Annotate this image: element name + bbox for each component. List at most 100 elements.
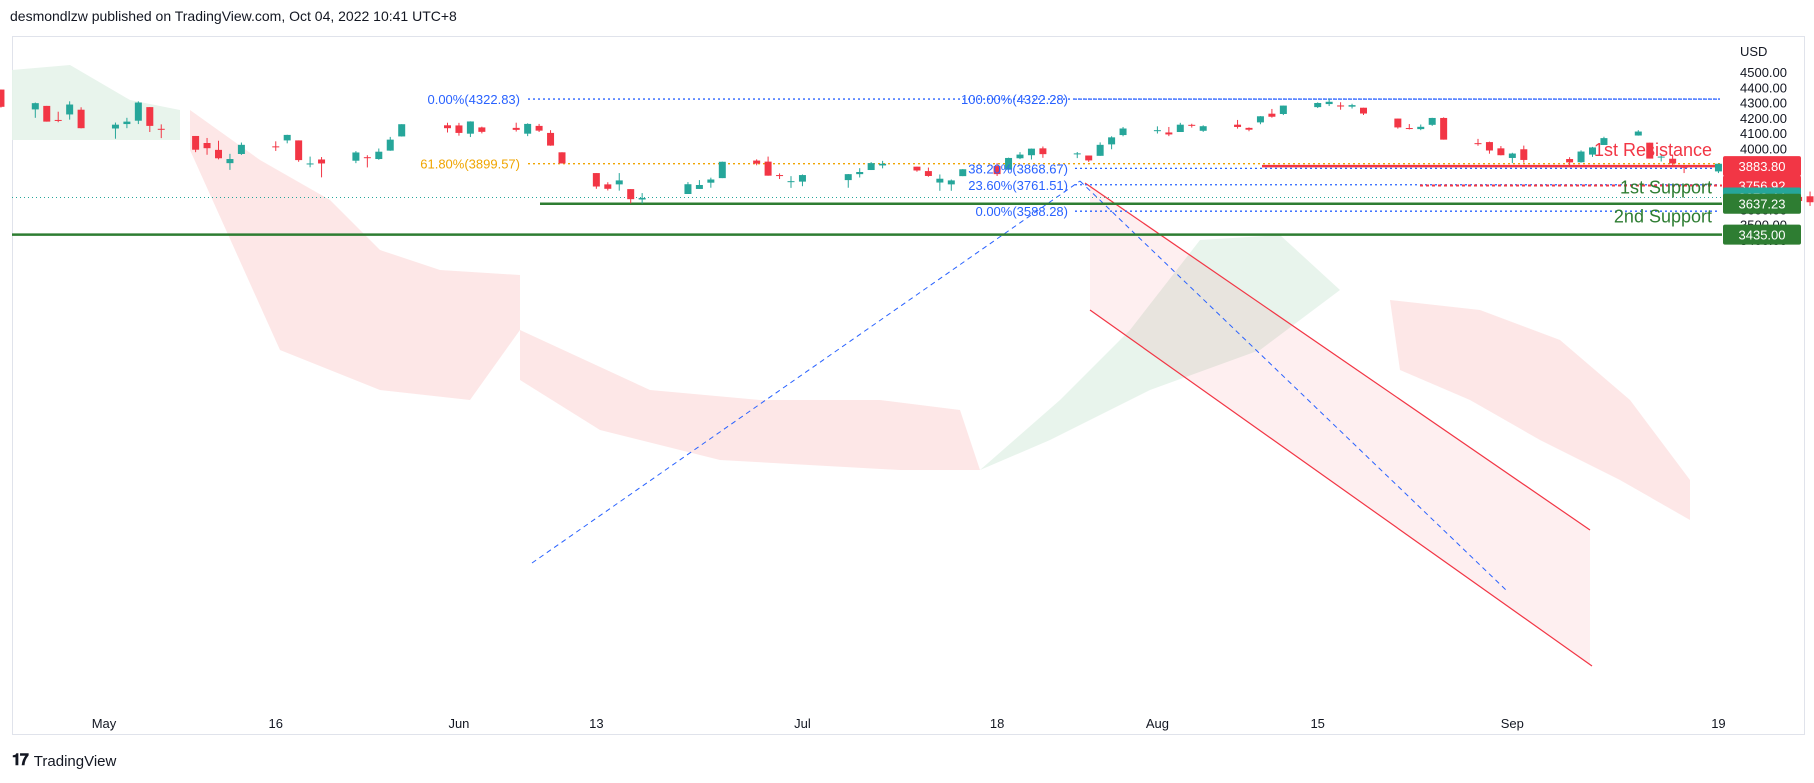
time-axis[interactable]: May16Jun13Jul18Aug15Sep19Oct17 bbox=[92, 716, 1814, 731]
y-tick-label: 4400.00 bbox=[1740, 80, 1787, 95]
candle bbox=[867, 162, 875, 171]
y-tick-label: 4200.00 bbox=[1740, 111, 1787, 126]
candle bbox=[936, 174, 944, 191]
candle bbox=[592, 173, 600, 189]
candle bbox=[1417, 124, 1425, 131]
candle bbox=[1600, 136, 1608, 145]
fib-trend-1 bbox=[531, 180, 1081, 564]
y-tick-label: 4500.00 bbox=[1740, 65, 1787, 80]
fib2-236-label: 23.60%(3761.51) bbox=[968, 178, 1068, 193]
x-tick-label: 16 bbox=[269, 716, 283, 731]
footer-brand[interactable]: 𝟏𝟕 TradingView bbox=[12, 752, 116, 770]
candle bbox=[1039, 146, 1047, 158]
fib2-0-label: 0.00%(3588.28) bbox=[975, 204, 1068, 219]
publish-info: desmondlzw published on TradingView.com,… bbox=[10, 8, 457, 24]
candle bbox=[753, 159, 761, 166]
candle bbox=[627, 189, 635, 204]
candle bbox=[787, 176, 795, 188]
candle bbox=[1634, 130, 1642, 136]
candle bbox=[1188, 123, 1196, 128]
candle bbox=[959, 169, 967, 177]
cloud-area bbox=[12, 65, 180, 140]
candle bbox=[1657, 154, 1665, 162]
candle bbox=[879, 160, 887, 169]
candle bbox=[226, 153, 234, 170]
candle bbox=[1348, 103, 1356, 109]
candle bbox=[375, 148, 383, 160]
fib2-100-label: 100.00%(4322.28) bbox=[961, 92, 1068, 107]
candle bbox=[1485, 141, 1493, 154]
candle bbox=[192, 135, 200, 153]
channel-upper bbox=[1084, 182, 1591, 531]
candle bbox=[913, 166, 921, 172]
tradingview-logo-icon: 𝟏𝟕 bbox=[12, 752, 29, 769]
candle bbox=[398, 124, 406, 137]
candle bbox=[718, 161, 726, 179]
candle bbox=[1165, 126, 1173, 137]
x-tick-label: 13 bbox=[589, 716, 603, 731]
candle bbox=[1566, 157, 1574, 166]
ichimoku-cloud bbox=[12, 65, 1690, 520]
candle bbox=[77, 107, 85, 129]
candle bbox=[1714, 163, 1722, 174]
candle bbox=[306, 156, 314, 168]
candle bbox=[1027, 148, 1035, 160]
annotation-1: 1st Resistance bbox=[1594, 140, 1712, 160]
candle bbox=[157, 124, 165, 139]
candle bbox=[638, 193, 646, 204]
candle bbox=[1520, 145, 1528, 163]
candle bbox=[844, 173, 852, 188]
candle bbox=[684, 182, 692, 194]
candle bbox=[1646, 142, 1654, 159]
candle bbox=[272, 141, 280, 151]
candle bbox=[466, 121, 474, 138]
cloud-area bbox=[980, 235, 1340, 470]
candle bbox=[1199, 125, 1207, 132]
candle bbox=[707, 177, 715, 188]
candle bbox=[363, 155, 371, 168]
candle bbox=[615, 173, 623, 191]
candle bbox=[1153, 126, 1161, 134]
candle bbox=[1669, 154, 1677, 166]
candle bbox=[524, 123, 532, 137]
candle bbox=[1073, 152, 1081, 159]
price-axis[interactable]: USD 4500.004400.004300.004200.004100.0040… bbox=[1740, 44, 1787, 248]
brand-name: TradingView bbox=[33, 752, 117, 770]
candle bbox=[215, 140, 222, 160]
fib2-382-label: 38.20%(3868.67) bbox=[968, 161, 1068, 176]
fib1-0-label: 0.00%(4322.83) bbox=[427, 92, 520, 107]
candle bbox=[386, 136, 394, 151]
candle bbox=[318, 157, 326, 178]
candle bbox=[1096, 142, 1104, 156]
candle bbox=[111, 122, 119, 139]
candle bbox=[1428, 117, 1436, 126]
level-labels: 0.00%(4322.83) 61.80%(3899.57) 100.00%(432… bbox=[420, 92, 1712, 227]
candle bbox=[1497, 146, 1505, 156]
x-tick-label: Jun bbox=[448, 716, 469, 731]
currency-label: USD bbox=[1740, 44, 1767, 59]
candle bbox=[444, 122, 451, 133]
candle bbox=[695, 180, 703, 189]
y-tick-label: 4100.00 bbox=[1740, 126, 1787, 141]
candle bbox=[547, 130, 555, 146]
candle bbox=[993, 163, 1001, 176]
candle bbox=[1245, 127, 1253, 132]
candle bbox=[1268, 108, 1276, 118]
candle bbox=[1234, 119, 1242, 129]
candle bbox=[856, 168, 864, 178]
candle bbox=[1108, 136, 1116, 150]
candle bbox=[478, 126, 486, 134]
candle bbox=[1279, 105, 1287, 116]
candle bbox=[203, 137, 211, 155]
chart-frame bbox=[12, 36, 1805, 735]
candle bbox=[134, 101, 142, 125]
fib1-618-label: 61.80%(3899.57) bbox=[420, 157, 520, 172]
y-tick-label: 4000.00 bbox=[1740, 141, 1787, 156]
candle bbox=[455, 122, 463, 136]
candle bbox=[1360, 107, 1367, 116]
x-tick-label: Aug bbox=[1146, 716, 1169, 731]
channel-lower bbox=[1089, 309, 1593, 667]
candle bbox=[1577, 150, 1585, 163]
